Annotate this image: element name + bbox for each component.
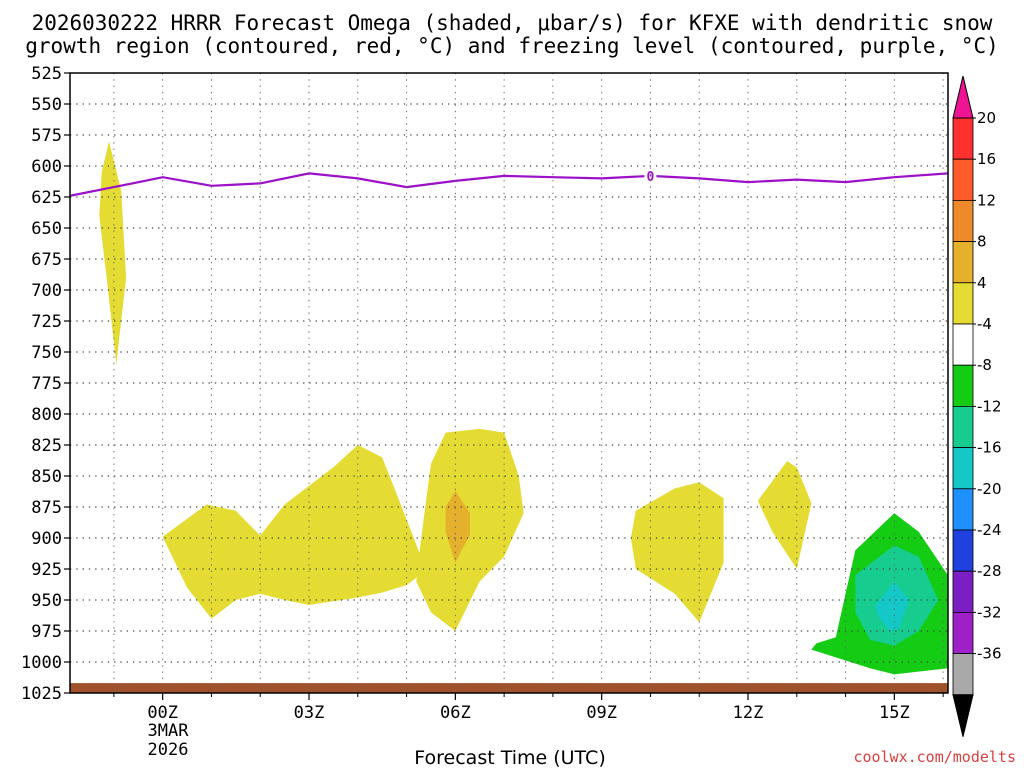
colorbar-box-13: [952, 653, 974, 696]
y-tick-label-925: 925: [31, 560, 62, 580]
y-tick-label-675: 675: [31, 250, 62, 270]
omega-region-upward-weak-5: [757, 461, 812, 569]
colorbar: 20 16 12 8 4 -4 -8 -12 -16 -20 -24 -28 -32 -36: [952, 75, 1002, 737]
colorbar-label-4: 4: [977, 274, 987, 292]
y-tick-label-575: 575: [31, 126, 62, 146]
omega-region-upward-weak-4: [630, 482, 724, 623]
freezing-level-label-bg: [644, 167, 657, 183]
colorbar-label--24: -24: [977, 521, 1002, 539]
colorbar-label--36: -36: [977, 645, 1002, 663]
y-tick-label-800: 800: [31, 405, 62, 425]
y-tick-label-775: 775: [31, 374, 62, 394]
omega-region-downward-strong: [874, 581, 909, 631]
y-tick-label-1000: 1000: [21, 653, 62, 673]
colorbar-box-6: [952, 364, 974, 407]
grid-lines: [70, 73, 948, 693]
colorbar-box-3: [952, 241, 974, 284]
colorbar-bottom-arrow: [952, 694, 974, 737]
freezing-level-label: 0: [647, 170, 655, 185]
colorbar-label--12: -12: [977, 397, 1002, 415]
site-credit[interactable]: coolwx.com/modelts: [853, 748, 1016, 766]
colorbar-box-11: [952, 570, 974, 613]
y-tick-label-600: 600: [31, 157, 62, 177]
y-tick-label-750: 750: [31, 343, 62, 363]
colorbar-label--20: -20: [977, 480, 1002, 498]
omega-region-upward-weak-2: [162, 445, 427, 619]
colorbar-box-0: [952, 117, 974, 160]
axes: 525 550 575 600 625 650 675 700 725 750 775 800 825 8…: [21, 64, 949, 723]
colorbar-box-9: [952, 488, 974, 531]
y-tick-label-525: 525: [31, 64, 62, 84]
y-tick-label-1025: 1025: [21, 684, 62, 704]
colorbar-top-arrow: [952, 75, 974, 119]
colorbar-box-10: [952, 529, 974, 572]
colorbar-label--28: -28: [977, 562, 1002, 580]
chart-title-line-2: growth region (contoured, red, °C) and f…: [25, 34, 999, 58]
colorbar-box-1: [952, 158, 974, 201]
colorbar-box-5: [952, 323, 974, 366]
date-label-year: 2026: [148, 740, 189, 760]
colorbar-label-16: 16: [977, 150, 996, 168]
omega-region-upward-moderate: [445, 490, 470, 563]
chart-title-line-1: 2026030222 HRRR Forecast Omega (shaded, …: [32, 11, 993, 35]
colorbar-box-8: [952, 447, 974, 490]
terrain-strip: [70, 683, 948, 693]
colorbar-label--32: -32: [977, 603, 1002, 621]
y-tick-label-825: 825: [31, 436, 62, 456]
y-tick-label-725: 725: [31, 312, 62, 332]
y-tick-label-975: 975: [31, 622, 62, 642]
colorbar-label--4: -4: [977, 315, 992, 333]
plot-area: 0: [70, 141, 948, 693]
y-tick-label-550: 550: [31, 95, 62, 115]
y-tick-label-875: 875: [31, 498, 62, 518]
colorbar-label--16: -16: [977, 439, 1002, 457]
date-label-day: 3MAR: [148, 721, 190, 741]
colorbar-label--8: -8: [977, 356, 992, 374]
y-tick-label-950: 950: [31, 591, 62, 611]
y-tick-label-625: 625: [31, 188, 62, 208]
omega-fills: 0: [70, 141, 948, 693]
y-tick-label-850: 850: [31, 467, 62, 487]
colorbar-label-8: 8: [977, 233, 987, 251]
x-axis-label: Forecast Time (UTC): [414, 747, 605, 768]
colorbar-box-7: [952, 405, 974, 448]
colorbar-box-4: [952, 282, 974, 325]
x-tick-label-06Z: 06Z: [440, 703, 471, 723]
x-tick-label-12Z: 12Z: [733, 703, 764, 723]
y-tick-label-650: 650: [31, 219, 62, 239]
y-tick-label-700: 700: [31, 281, 62, 301]
x-tick-label-00Z: 00Z: [147, 703, 178, 723]
omega-region-upward-weak-1: [99, 141, 127, 365]
colorbar-box-2: [952, 199, 974, 242]
freezing-level-line: [70, 172, 948, 197]
x-tick-label-15Z: 15Z: [879, 703, 910, 723]
x-tick-label-09Z: 09Z: [586, 703, 617, 723]
colorbar-label-12: 12: [977, 191, 996, 209]
colorbar-box-12: [952, 612, 974, 655]
x-tick-label-03Z: 03Z: [294, 703, 325, 723]
y-tick-label-900: 900: [31, 529, 62, 549]
colorbar-label-20: 20: [977, 109, 996, 127]
